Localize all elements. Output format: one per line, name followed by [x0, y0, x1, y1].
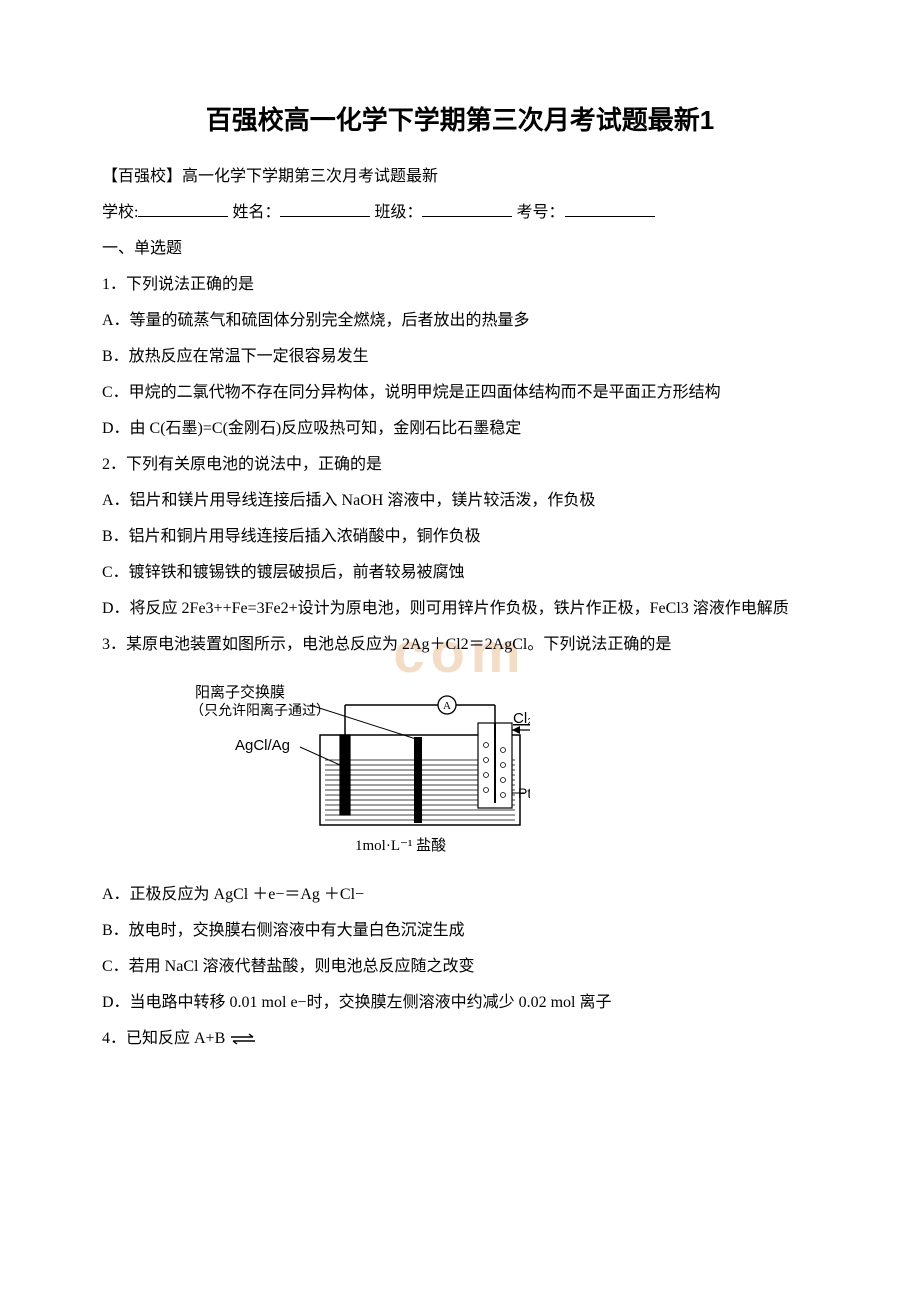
fig-left-electrode-label: AgCl/Ag [235, 737, 290, 754]
examno-blank [565, 200, 655, 217]
page-content: 百强校高一化学下学期第三次月考试题最新1 【百强校】高一化学下学期第三次月考试题… [70, 100, 850, 1055]
cell-diagram-svg: A [190, 675, 530, 865]
page-title: 百强校高一化学下学期第三次月考试题最新1 [70, 100, 850, 137]
q1-a: A．等量的硫蒸气和硫固体分别完全燃烧，后者放出的热量多 [70, 305, 850, 337]
q1-stem: 1．下列说法正确的是 [70, 269, 850, 301]
ammeter-label: A [443, 700, 451, 712]
q1-c: C．甲烷的二氯代物不存在同分异构体，说明甲烷是正四面体结构而不是平面正方形结构 [70, 377, 850, 409]
class-blank [422, 200, 512, 217]
fig-membrane-label-1: 阳离子交换膜 [195, 683, 285, 701]
examno-label: 考号： [516, 204, 564, 221]
q1-d: D．由 C(石墨)=C(金刚石)反应吸热可知，金刚石比石墨稳定 [70, 413, 850, 445]
fig-solution-label: 1mol·L⁻¹ 盐酸 [355, 837, 446, 854]
q4-stem-prefix: 4．已知反应 A+B [102, 1030, 225, 1047]
q1-b: B．放热反应在常温下一定很容易发生 [70, 341, 850, 373]
name-label: 姓名： [232, 204, 280, 221]
fig-gas-label: Cl₂ [513, 710, 530, 727]
q3-figure: A [190, 675, 850, 865]
equilibrium-arrow-icon [229, 1033, 257, 1045]
exam-page: com 百强校高一化学下学期第三次月考试题最新1 【百强校】高一化学下学期第三次… [0, 0, 920, 1119]
q3-d: D．当电路中转移 0.01 mol e−时，交换膜左侧溶液中约减少 0.02 m… [70, 987, 850, 1019]
school-label: 学校: [102, 204, 138, 221]
q3-a: A．正极反应为 AgCl ＋e−＝Ag ＋Cl− [70, 879, 850, 911]
q4-stem: 4．已知反应 A+B [70, 1023, 850, 1055]
header-subtitle: 【百强校】高一化学下学期第三次月考试题最新 [70, 161, 850, 193]
q3-c: C．若用 NaCl 溶液代替盐酸，则电池总反应随之改变 [70, 951, 850, 983]
q2-d: D．将反应 2Fe3++Fe=3Fe2+设计为原电池，则可用锌片作负极，铁片作正… [70, 593, 850, 625]
q3-stem: 3．某原电池装置如图所示，电池总反应为 2Ag＋Cl2＝2AgCl。下列说法正确… [70, 629, 850, 661]
section-1-heading: 一、单选题 [70, 233, 850, 265]
q2-c: C．镀锌铁和镀锡铁的镀层破损后，前者较易被腐蚀 [70, 557, 850, 589]
class-label: 班级： [374, 204, 422, 221]
q2-a: A．铝片和镁片用导线连接后插入 NaOH 溶液中，镁片较活泼，作负极 [70, 485, 850, 517]
fig-right-electrode-label: Pt [518, 785, 530, 801]
form-line: 学校: 姓名： 班级： 考号： [70, 197, 850, 229]
fig-membrane-label-2: （只允许阳离子通过） [190, 702, 330, 719]
q2-stem: 2．下列有关原电池的说法中，正确的是 [70, 449, 850, 481]
name-blank [280, 200, 370, 217]
school-blank [138, 200, 228, 217]
q2-b: B．铝片和铜片用导线连接后插入浓硝酸中，铜作负极 [70, 521, 850, 553]
q3-b: B．放电时，交换膜右侧溶液中有大量白色沉淀生成 [70, 915, 850, 947]
